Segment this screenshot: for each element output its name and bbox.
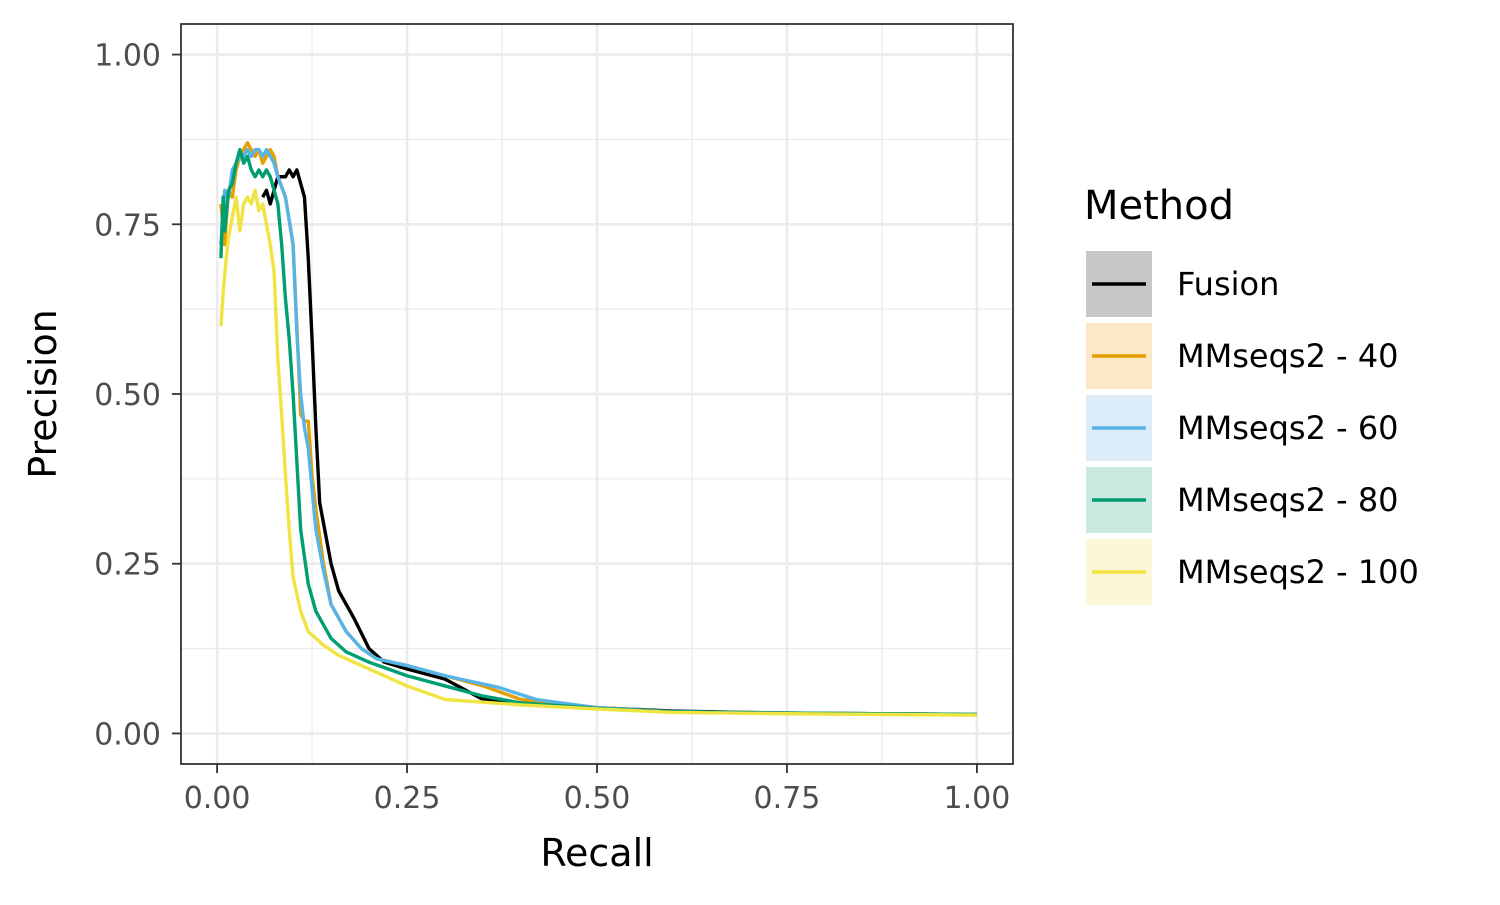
x-tick-label: 0.25 (374, 781, 441, 816)
legend-item: MMseqs2 - 60 (1086, 395, 1399, 461)
legend-item: MMseqs2 - 100 (1086, 539, 1419, 605)
y-tick-label: 1.00 (94, 39, 161, 74)
series-line-4 (219, 188, 977, 717)
y-axis-title: Precision (21, 309, 65, 479)
legend-label: MMseqs2 - 40 (1177, 337, 1399, 375)
y-tick-label: 0.75 (94, 208, 161, 243)
x-tick-label: 0.50 (564, 781, 631, 816)
y-tick-label: 0.50 (94, 378, 161, 413)
series-line-3 (219, 147, 977, 717)
x-tick-label: 0.75 (754, 781, 821, 816)
series-layer (219, 141, 977, 717)
y-tick-label: 0.00 (94, 717, 161, 752)
legend-label: MMseqs2 - 80 (1177, 481, 1399, 519)
legend: Method Fusion MMseqs2 - 40 MMseqs2 - 60 MMs… (1084, 183, 1419, 605)
legend-item: Fusion (1086, 251, 1279, 317)
x-tick-label: 0.00 (184, 781, 251, 816)
x-axis-title: Recall (540, 831, 653, 875)
legend-label: Fusion (1177, 265, 1279, 303)
grid (181, 24, 1013, 764)
y-tick-label: 0.25 (94, 548, 161, 583)
legend-label: MMseqs2 - 100 (1177, 553, 1419, 591)
legend-item: MMseqs2 - 40 (1086, 323, 1399, 389)
legend-item: MMseqs2 - 80 (1086, 467, 1399, 533)
axes: 0.00 0.25 0.50 0.75 1.00 0.00 0.25 0.50 0.75 1.00 (94, 39, 1010, 816)
legend-label: MMseqs2 - 60 (1177, 409, 1399, 447)
legend-title: Method (1084, 183, 1234, 229)
x-tick-label: 1.00 (944, 781, 1011, 816)
